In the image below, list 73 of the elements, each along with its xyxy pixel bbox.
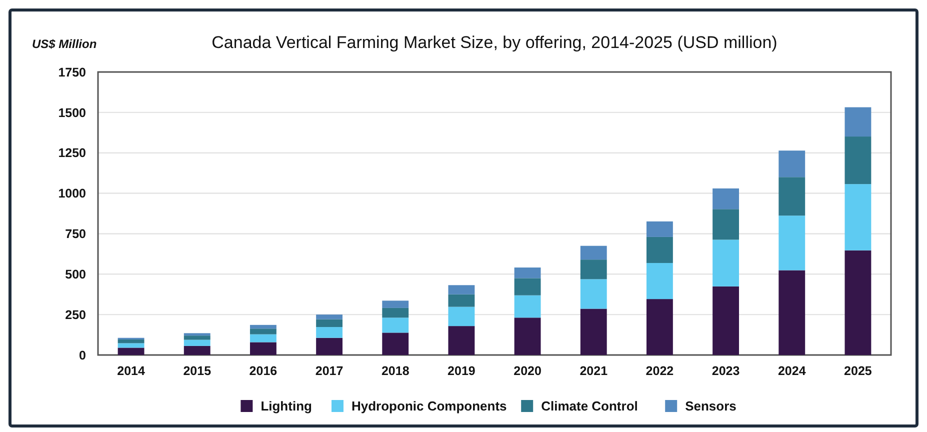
y-tick-label: 1250 — [58, 146, 86, 160]
y-tick-label: 0 — [79, 348, 86, 362]
x-tick-label: 2017 — [315, 364, 344, 378]
bar — [184, 333, 210, 336]
bar — [646, 221, 673, 237]
y-tick-label: 1000 — [58, 186, 86, 201]
bar — [844, 184, 872, 250]
x-tick-label: 2023 — [712, 364, 740, 378]
bar — [712, 286, 740, 355]
bar — [382, 308, 409, 318]
bar — [844, 136, 872, 184]
bar — [250, 328, 276, 334]
x-tick-label: 2018 — [381, 364, 410, 378]
x-tick-label: 2016 — [249, 364, 278, 378]
y-axis-title: US$ Million — [32, 37, 97, 51]
bar — [250, 342, 276, 355]
bar — [382, 318, 409, 333]
bar — [712, 188, 740, 210]
bar — [118, 348, 144, 355]
x-tick-label: 2020 — [514, 364, 542, 378]
bar — [316, 327, 343, 338]
y-tick-label: 500 — [65, 268, 86, 282]
bar — [844, 250, 872, 355]
bar — [382, 300, 409, 308]
x-tick-label: 2014 — [117, 364, 145, 378]
bar — [646, 262, 673, 300]
bar — [118, 339, 144, 344]
bar — [646, 236, 673, 263]
bar — [316, 314, 343, 320]
bar — [316, 319, 343, 328]
bar — [580, 279, 607, 309]
bar — [382, 332, 409, 355]
bar — [448, 285, 475, 294]
bar — [514, 318, 541, 355]
bar — [712, 240, 740, 286]
bar — [712, 209, 740, 240]
bar — [250, 334, 276, 342]
bar — [250, 324, 276, 329]
bar — [844, 107, 872, 137]
legend-label: Climate Control — [541, 398, 638, 414]
x-tick-label: 2015 — [183, 364, 212, 378]
bar — [448, 326, 475, 355]
bar — [580, 260, 607, 280]
x-tick-label: 2022 — [646, 364, 674, 378]
bar — [184, 340, 210, 346]
legend-label: Lighting — [260, 398, 312, 414]
legend-label: Hydroponic Components — [352, 398, 507, 414]
bar — [778, 150, 806, 178]
bar — [118, 343, 144, 348]
legend-label: Sensors — [685, 398, 736, 414]
bar — [316, 338, 343, 355]
y-tick-label: 250 — [65, 308, 86, 322]
y-tick-label: 750 — [65, 227, 86, 242]
bar — [646, 299, 673, 355]
bar — [580, 308, 607, 355]
y-tick-label: 1750 — [58, 65, 86, 80]
chart-title: Canada Vertical Farming Market Size, by offering, 2014-2025 (USD million) — [212, 33, 778, 52]
bar — [448, 306, 475, 326]
bar — [514, 295, 541, 318]
x-tick-label: 2024 — [778, 364, 806, 378]
y-tick-label: 1500 — [58, 106, 86, 120]
bar — [184, 346, 210, 355]
bar — [448, 294, 475, 307]
x-tick-label: 2019 — [448, 364, 476, 378]
x-tick-label: 2025 — [844, 364, 872, 378]
bar — [778, 177, 806, 216]
x-tick-label: 2021 — [580, 364, 608, 378]
bar — [514, 268, 541, 278]
bar — [184, 336, 210, 340]
bar — [580, 246, 607, 260]
bar — [778, 270, 806, 355]
bar — [514, 278, 541, 296]
bar — [778, 216, 806, 270]
